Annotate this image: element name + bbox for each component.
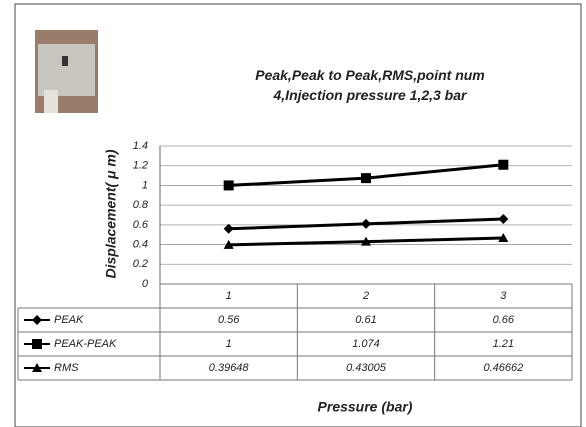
y-tick-label: 0.2 <box>133 258 148 270</box>
y-tick-label: 0.8 <box>133 199 149 211</box>
y-tick-label: 0.4 <box>133 238 148 250</box>
legend-marker <box>32 363 42 372</box>
data-point <box>223 223 234 234</box>
x-tick-label: 1 <box>226 290 232 302</box>
legend-label: RMS <box>54 362 79 374</box>
data-point <box>498 233 509 243</box>
legend-label: PEAK <box>54 314 84 326</box>
y-tick-label: 1.4 <box>133 140 148 152</box>
data-point <box>498 213 509 224</box>
y-tick-label: 1.2 <box>133 160 148 172</box>
table-value: 0.61 <box>355 314 376 326</box>
y-tick-label: 0.6 <box>133 219 149 231</box>
legend-marker <box>32 339 42 349</box>
table-value: 0.46662 <box>483 362 523 374</box>
table-value: 0.43005 <box>346 362 387 374</box>
table-value: 0.66 <box>493 314 515 326</box>
x-tick-label: 2 <box>362 290 369 302</box>
data-point <box>223 180 234 191</box>
y-tick-label: 1 <box>142 179 148 191</box>
data-point <box>361 218 371 229</box>
table-value: 1.21 <box>493 338 514 350</box>
data-point <box>223 239 234 249</box>
table-value: 0.56 <box>218 314 240 326</box>
photo-thumbnail <box>35 30 98 113</box>
table-value: 1 <box>226 338 232 350</box>
chart-title: Peak,Peak to Peak,RMS,point num 4,Injecti… <box>255 67 485 103</box>
x-tick-label: 3 <box>500 290 507 302</box>
table-value: 0.39648 <box>209 362 250 374</box>
x-axis-title: Pressure (bar) <box>318 399 413 415</box>
table-value: 1.074 <box>352 338 380 350</box>
data-point <box>361 236 371 246</box>
legend-marker <box>32 315 42 325</box>
data-point <box>498 159 509 170</box>
data-point <box>361 173 371 184</box>
legend-label: PEAK-PEAK <box>54 338 117 350</box>
y-axis-title: Displacement( μ m) <box>103 149 119 278</box>
y-tick-label: 0 <box>142 278 149 290</box>
